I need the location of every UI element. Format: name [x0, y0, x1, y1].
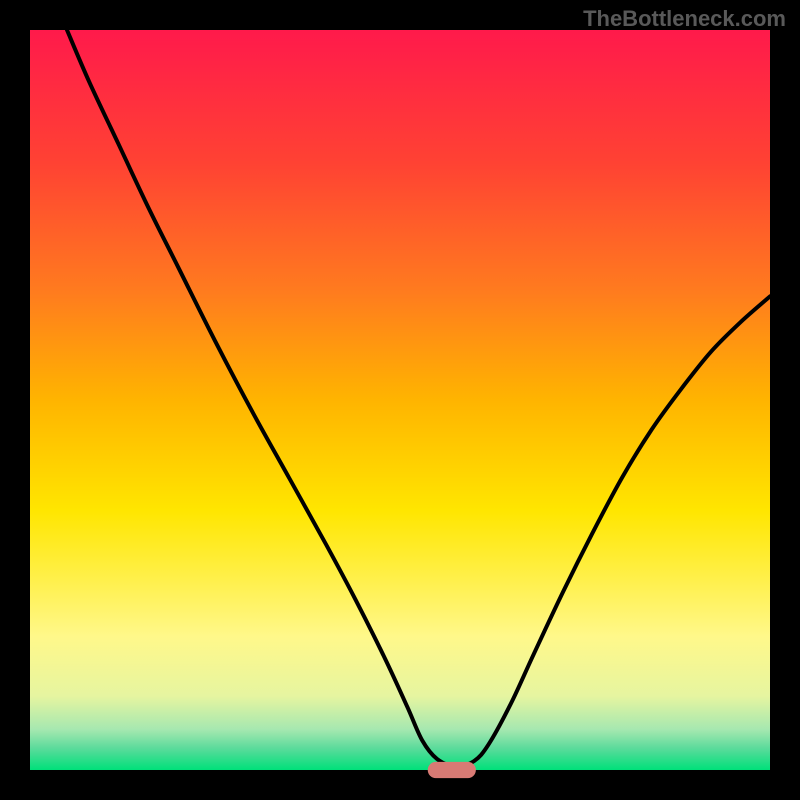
optimum-marker [428, 762, 476, 778]
bottleneck-chart [0, 0, 800, 800]
plot-background [30, 30, 770, 770]
chart-frame: { "watermark": { "text": "TheBottleneck.… [0, 0, 800, 800]
watermark-text: TheBottleneck.com [583, 6, 786, 32]
